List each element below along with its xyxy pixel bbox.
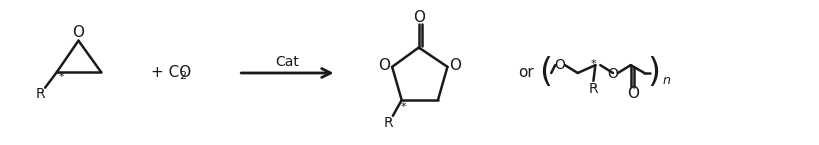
- Text: *: *: [590, 59, 596, 69]
- Text: *: *: [59, 72, 65, 82]
- Text: O: O: [413, 10, 425, 25]
- Text: O: O: [378, 58, 391, 73]
- Text: n: n: [663, 74, 671, 87]
- Text: O: O: [608, 67, 618, 81]
- Text: O: O: [72, 25, 84, 40]
- Text: O: O: [450, 58, 461, 73]
- Text: + CO: + CO: [151, 66, 192, 80]
- Text: 2: 2: [179, 71, 187, 81]
- Text: or: or: [518, 66, 534, 80]
- Text: R: R: [35, 87, 45, 101]
- Text: *: *: [400, 102, 406, 112]
- Text: R: R: [383, 116, 393, 130]
- Text: R: R: [589, 82, 598, 96]
- Text: ): ): [648, 57, 661, 89]
- Text: Cat: Cat: [275, 55, 299, 69]
- Text: O: O: [554, 58, 565, 72]
- Text: (: (: [539, 57, 552, 89]
- Text: O: O: [627, 86, 639, 101]
